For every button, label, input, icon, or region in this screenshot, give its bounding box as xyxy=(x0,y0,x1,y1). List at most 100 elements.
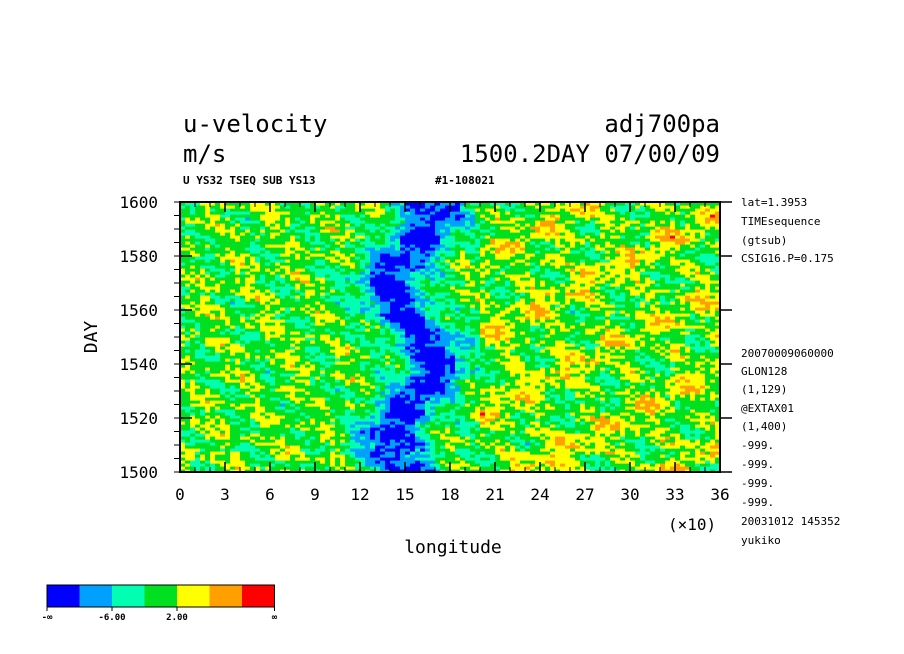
heatmap-cell xyxy=(640,340,646,344)
heatmap-cell xyxy=(700,436,706,440)
heatmap-cell xyxy=(705,364,711,368)
heatmap-cell xyxy=(220,421,226,425)
heatmap-cell xyxy=(535,358,541,362)
heatmap-cell xyxy=(485,373,491,377)
heatmap-cell xyxy=(290,397,296,401)
heatmap-cell xyxy=(295,421,301,425)
heatmap-cell xyxy=(405,388,411,392)
heatmap-cell xyxy=(680,340,686,344)
heatmap-cell xyxy=(635,376,641,380)
heatmap-cell xyxy=(225,346,231,350)
heatmap-cell xyxy=(460,352,466,356)
heatmap-cell xyxy=(400,400,406,404)
heatmap-cell xyxy=(345,451,351,455)
heatmap-cell xyxy=(445,430,451,434)
heatmap-cell xyxy=(625,433,631,437)
heatmap-cell xyxy=(355,337,361,341)
heatmap-cell xyxy=(680,409,686,413)
heatmap-cell xyxy=(315,466,321,470)
heatmap-cell xyxy=(500,388,506,392)
heatmap-cell xyxy=(455,406,461,410)
heatmap-cell xyxy=(495,349,501,353)
heatmap-cell xyxy=(490,352,496,356)
heatmap-cell xyxy=(400,421,406,425)
heatmap-cell xyxy=(615,412,621,416)
heatmap-cell xyxy=(650,382,656,386)
heatmap-cell xyxy=(325,358,331,362)
heatmap-cell xyxy=(305,346,311,350)
heatmap-cell xyxy=(495,355,501,359)
heatmap-cell xyxy=(665,352,671,356)
heatmap-cell xyxy=(660,469,666,473)
heatmap-cell xyxy=(395,454,401,458)
heatmap-cell xyxy=(690,421,696,425)
heatmap-cell xyxy=(285,397,291,401)
heatmap-cell xyxy=(545,337,551,341)
heatmap-cell xyxy=(300,424,306,428)
heatmap-cell xyxy=(220,448,226,452)
heatmap-cell xyxy=(200,346,206,350)
heatmap-cell xyxy=(395,445,401,449)
heatmap-cell xyxy=(335,412,341,416)
heatmap-cell xyxy=(665,334,671,338)
heatmap-cell xyxy=(365,436,371,440)
heatmap-cell xyxy=(545,409,551,413)
heatmap-cell xyxy=(595,415,601,419)
heatmap-cell xyxy=(670,388,676,392)
heatmap-cell xyxy=(535,337,541,341)
heatmap-cell xyxy=(440,379,446,383)
heatmap-cell xyxy=(265,403,271,407)
heatmap-cell xyxy=(185,466,191,470)
heatmap-cell xyxy=(530,385,536,389)
heatmap-cell xyxy=(250,433,256,437)
heatmap-cell xyxy=(380,340,386,344)
heatmap-cell xyxy=(215,367,221,371)
heatmap-cell xyxy=(700,370,706,374)
heatmap-cell xyxy=(475,454,481,458)
heatmap-cell xyxy=(445,343,451,347)
heatmap-cell xyxy=(220,418,226,422)
heatmap-cell xyxy=(515,415,521,419)
heatmap-cell xyxy=(295,355,301,359)
heatmap-cell xyxy=(690,355,696,359)
heatmap-cell xyxy=(535,385,541,389)
heatmap-cell xyxy=(215,460,221,464)
heatmap-cell xyxy=(380,469,386,473)
heatmap-cell xyxy=(230,358,236,362)
heatmap-cell xyxy=(670,445,676,449)
heatmap-cell xyxy=(305,436,311,440)
heatmap-cell xyxy=(570,373,576,377)
heatmap-cell xyxy=(655,400,661,404)
heatmap-cell xyxy=(400,436,406,440)
heatmap-cell xyxy=(500,373,506,377)
heatmap-cell xyxy=(205,463,211,467)
heatmap-cell xyxy=(510,451,516,455)
heatmap-cell xyxy=(395,382,401,386)
heatmap-cell xyxy=(465,445,471,449)
heatmap-cell xyxy=(440,427,446,431)
heatmap-cell xyxy=(620,364,626,368)
heatmap-cell xyxy=(280,370,286,374)
heatmap-cell xyxy=(620,436,626,440)
heatmap-cell xyxy=(595,349,601,353)
heatmap-cell xyxy=(340,379,346,383)
heatmap-cell xyxy=(310,349,316,353)
heatmap-cell xyxy=(680,412,686,416)
heatmap-cell xyxy=(305,352,311,356)
heatmap-cell xyxy=(410,349,416,353)
heatmap-cell xyxy=(495,406,501,410)
heatmap-cell xyxy=(685,454,691,458)
heatmap-cell xyxy=(385,385,391,389)
heatmap-cell xyxy=(710,388,716,392)
heatmap-cell xyxy=(255,349,261,353)
heatmap-cell xyxy=(240,457,246,461)
heatmap-cell xyxy=(710,463,716,467)
heatmap-cell xyxy=(300,349,306,353)
heatmap-cell xyxy=(525,391,531,395)
heatmap-cell xyxy=(430,430,436,434)
heatmap-cell xyxy=(550,409,556,413)
heatmap-cell xyxy=(335,373,341,377)
heatmap-cell xyxy=(620,442,626,446)
heatmap-cell xyxy=(515,451,521,455)
heatmap-cell xyxy=(375,421,381,425)
